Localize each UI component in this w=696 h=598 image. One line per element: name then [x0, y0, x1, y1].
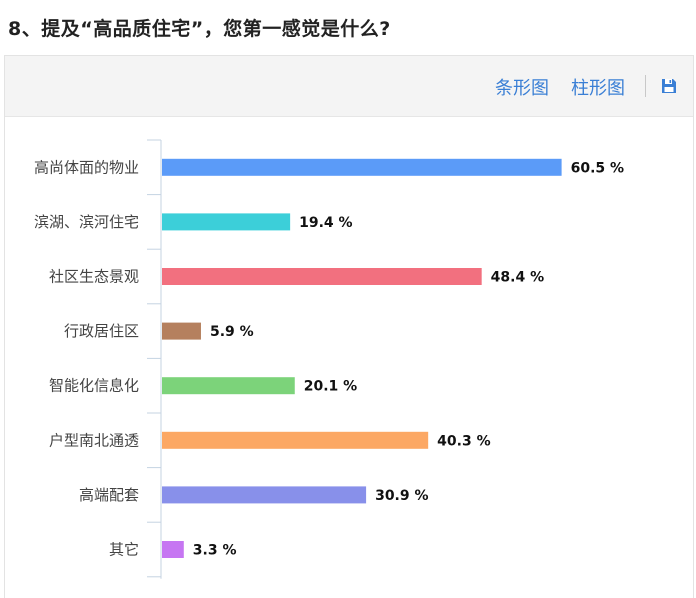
- save-icon[interactable]: [661, 78, 677, 94]
- value-label: 30.9 %: [375, 488, 428, 504]
- bar[interactable]: [162, 377, 295, 395]
- category-label: 高尚体面的物业: [34, 158, 139, 176]
- bar[interactable]: [162, 322, 201, 340]
- column-chart-toggle[interactable]: 柱形图: [571, 78, 625, 99]
- value-label: 5.9 %: [210, 324, 254, 340]
- value-label: 48.4 %: [491, 270, 544, 286]
- value-label: 60.5 %: [571, 160, 624, 176]
- bar[interactable]: [162, 158, 562, 176]
- category-label: 智能化信息化: [49, 377, 139, 395]
- bar[interactable]: [162, 431, 429, 449]
- chart-panel: 条形图 柱形图: [4, 55, 694, 598]
- bar[interactable]: [162, 268, 482, 285]
- category-label: 滨湖、滨河住宅: [34, 213, 139, 231]
- toolbar-divider: [645, 75, 646, 97]
- value-label: 19.4 %: [299, 215, 352, 231]
- bar[interactable]: [162, 486, 367, 504]
- question-title: 8、提及“高品质住宅”，您第一感觉是什么?: [8, 18, 391, 40]
- bar[interactable]: [162, 541, 184, 558]
- value-label: 40.3 %: [437, 433, 490, 449]
- category-label: 社区生态景观: [49, 268, 139, 286]
- category-label: 其它: [109, 541, 139, 559]
- bar[interactable]: [162, 213, 291, 231]
- category-label: 高端配套: [79, 486, 139, 504]
- value-label: 3.3 %: [193, 543, 237, 559]
- chart-toolbar: 条形图 柱形图: [5, 56, 693, 117]
- bar-chart-toggle[interactable]: 条形图: [495, 78, 549, 99]
- value-label: 20.1 %: [304, 379, 357, 395]
- category-label: 户型南北通透: [49, 431, 139, 449]
- category-label: 行政居住区: [64, 322, 139, 340]
